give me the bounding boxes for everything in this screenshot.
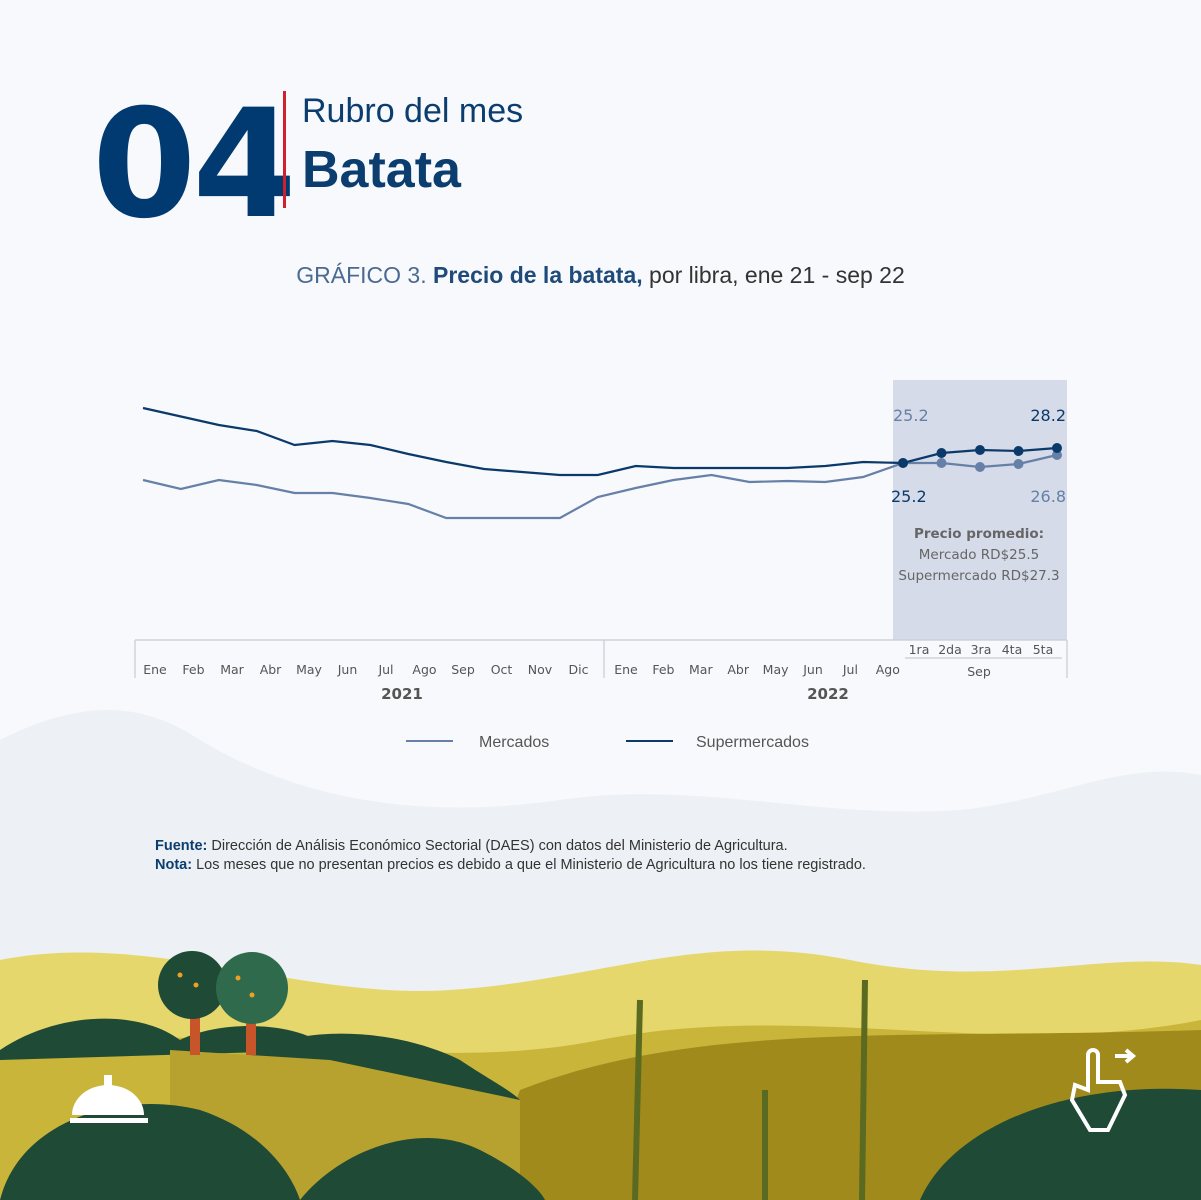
note-label: Nota: — [155, 857, 193, 873]
x-tick-2022: Ene — [614, 662, 638, 677]
source-note: Fuente: Dirección de Análisis Económico … — [155, 838, 788, 854]
x-tick-2022: Mar — [689, 662, 713, 677]
point-supermercados — [975, 445, 985, 455]
point-supermercados — [1052, 443, 1062, 453]
point-supermercados — [936, 448, 947, 458]
x-tick-week: 3ra — [971, 642, 992, 657]
chart-title-prefix: GRÁFICO 3. — [296, 262, 427, 288]
source-text: Dirección de Análisis Económico Sectoria… — [211, 838, 788, 854]
merc-start-label: 25.2 — [893, 406, 929, 425]
x-tick-week: 1ra — [909, 642, 930, 657]
x-tick-2022: Jul — [842, 662, 858, 677]
x-tick-2022: Feb — [652, 662, 674, 677]
x-tick-week: 4ta — [1002, 642, 1023, 657]
super-end-label: 28.2 — [1030, 406, 1066, 425]
x-tick-2021: Ago — [412, 662, 436, 677]
x-tick-2021: Oct — [491, 662, 513, 677]
x-tick-week: 2da — [938, 642, 962, 657]
point-mercados — [1013, 459, 1024, 469]
x-tick-2021: Mar — [220, 662, 244, 677]
x-tick-2022: Ago — [876, 662, 900, 677]
point-supermercados — [1013, 446, 1024, 456]
september-highlight — [893, 380, 1067, 640]
merc-end-label: 26.8 — [1030, 487, 1066, 506]
x-tick-2021: Nov — [528, 662, 553, 677]
x-tick-2021: May — [296, 662, 322, 677]
year-label-2021: 2021 — [381, 685, 423, 703]
x-tick-week: 5ta — [1033, 642, 1054, 657]
product-title: Batata — [302, 141, 461, 199]
x-tick-2022: Jun — [802, 662, 823, 677]
section-subtitle: Rubro del mes — [302, 92, 524, 130]
point-supermercados — [898, 458, 908, 468]
legend-mercados: Mercados — [479, 734, 549, 751]
avg-title: Precio promedio: — [914, 526, 1044, 542]
week-month-label: Sep — [967, 664, 991, 679]
x-tick-2021: Feb — [182, 662, 204, 677]
source-label: Fuente: — [155, 838, 208, 854]
super-start-label: 25.2 — [891, 487, 927, 506]
section-number: 04 — [92, 78, 297, 252]
x-tick-2021: Jun — [337, 662, 358, 677]
avg-mercado: Mercado RD$25.5 — [919, 547, 1039, 563]
chart-title: GRÁFICO 3. Precio de la batata, por libr… — [0, 262, 1201, 289]
x-tick-2021: Ene — [143, 662, 167, 677]
x-tick-2021: Dic — [569, 662, 589, 677]
x-tick-2022: May — [763, 662, 789, 677]
chart-title-bold: Precio de la batata, — [433, 262, 643, 288]
x-tick-2021: Jul — [377, 662, 393, 677]
government-logo — [70, 1075, 148, 1123]
price-line-chart: Ene Feb Mar Abr May Jun Jul Ago Sep Oct Nov Dic Ene F… — [134, 380, 1068, 751]
legend-supermercados: Supermercados — [696, 734, 809, 751]
x-tick-2022: Abr — [727, 662, 749, 677]
year-label-2022: 2022 — [807, 685, 849, 703]
x-tick-2021: Abr — [260, 662, 282, 677]
point-mercados — [975, 462, 985, 472]
divider — [283, 91, 286, 208]
hand-pointer-icon[interactable] — [1069, 1048, 1137, 1132]
avg-supermercado: Supermercado RD$27.3 — [898, 568, 1059, 584]
point-mercados — [936, 458, 947, 468]
note-text: Los meses que no presentan precios es de… — [196, 857, 866, 873]
footnote: Nota: Los meses que no presentan precios… — [155, 857, 866, 873]
point-mercados — [1052, 450, 1062, 460]
chart-title-rest: por libra, ene 21 - sep 22 — [649, 262, 905, 288]
x-tick-2021: Sep — [451, 662, 475, 677]
